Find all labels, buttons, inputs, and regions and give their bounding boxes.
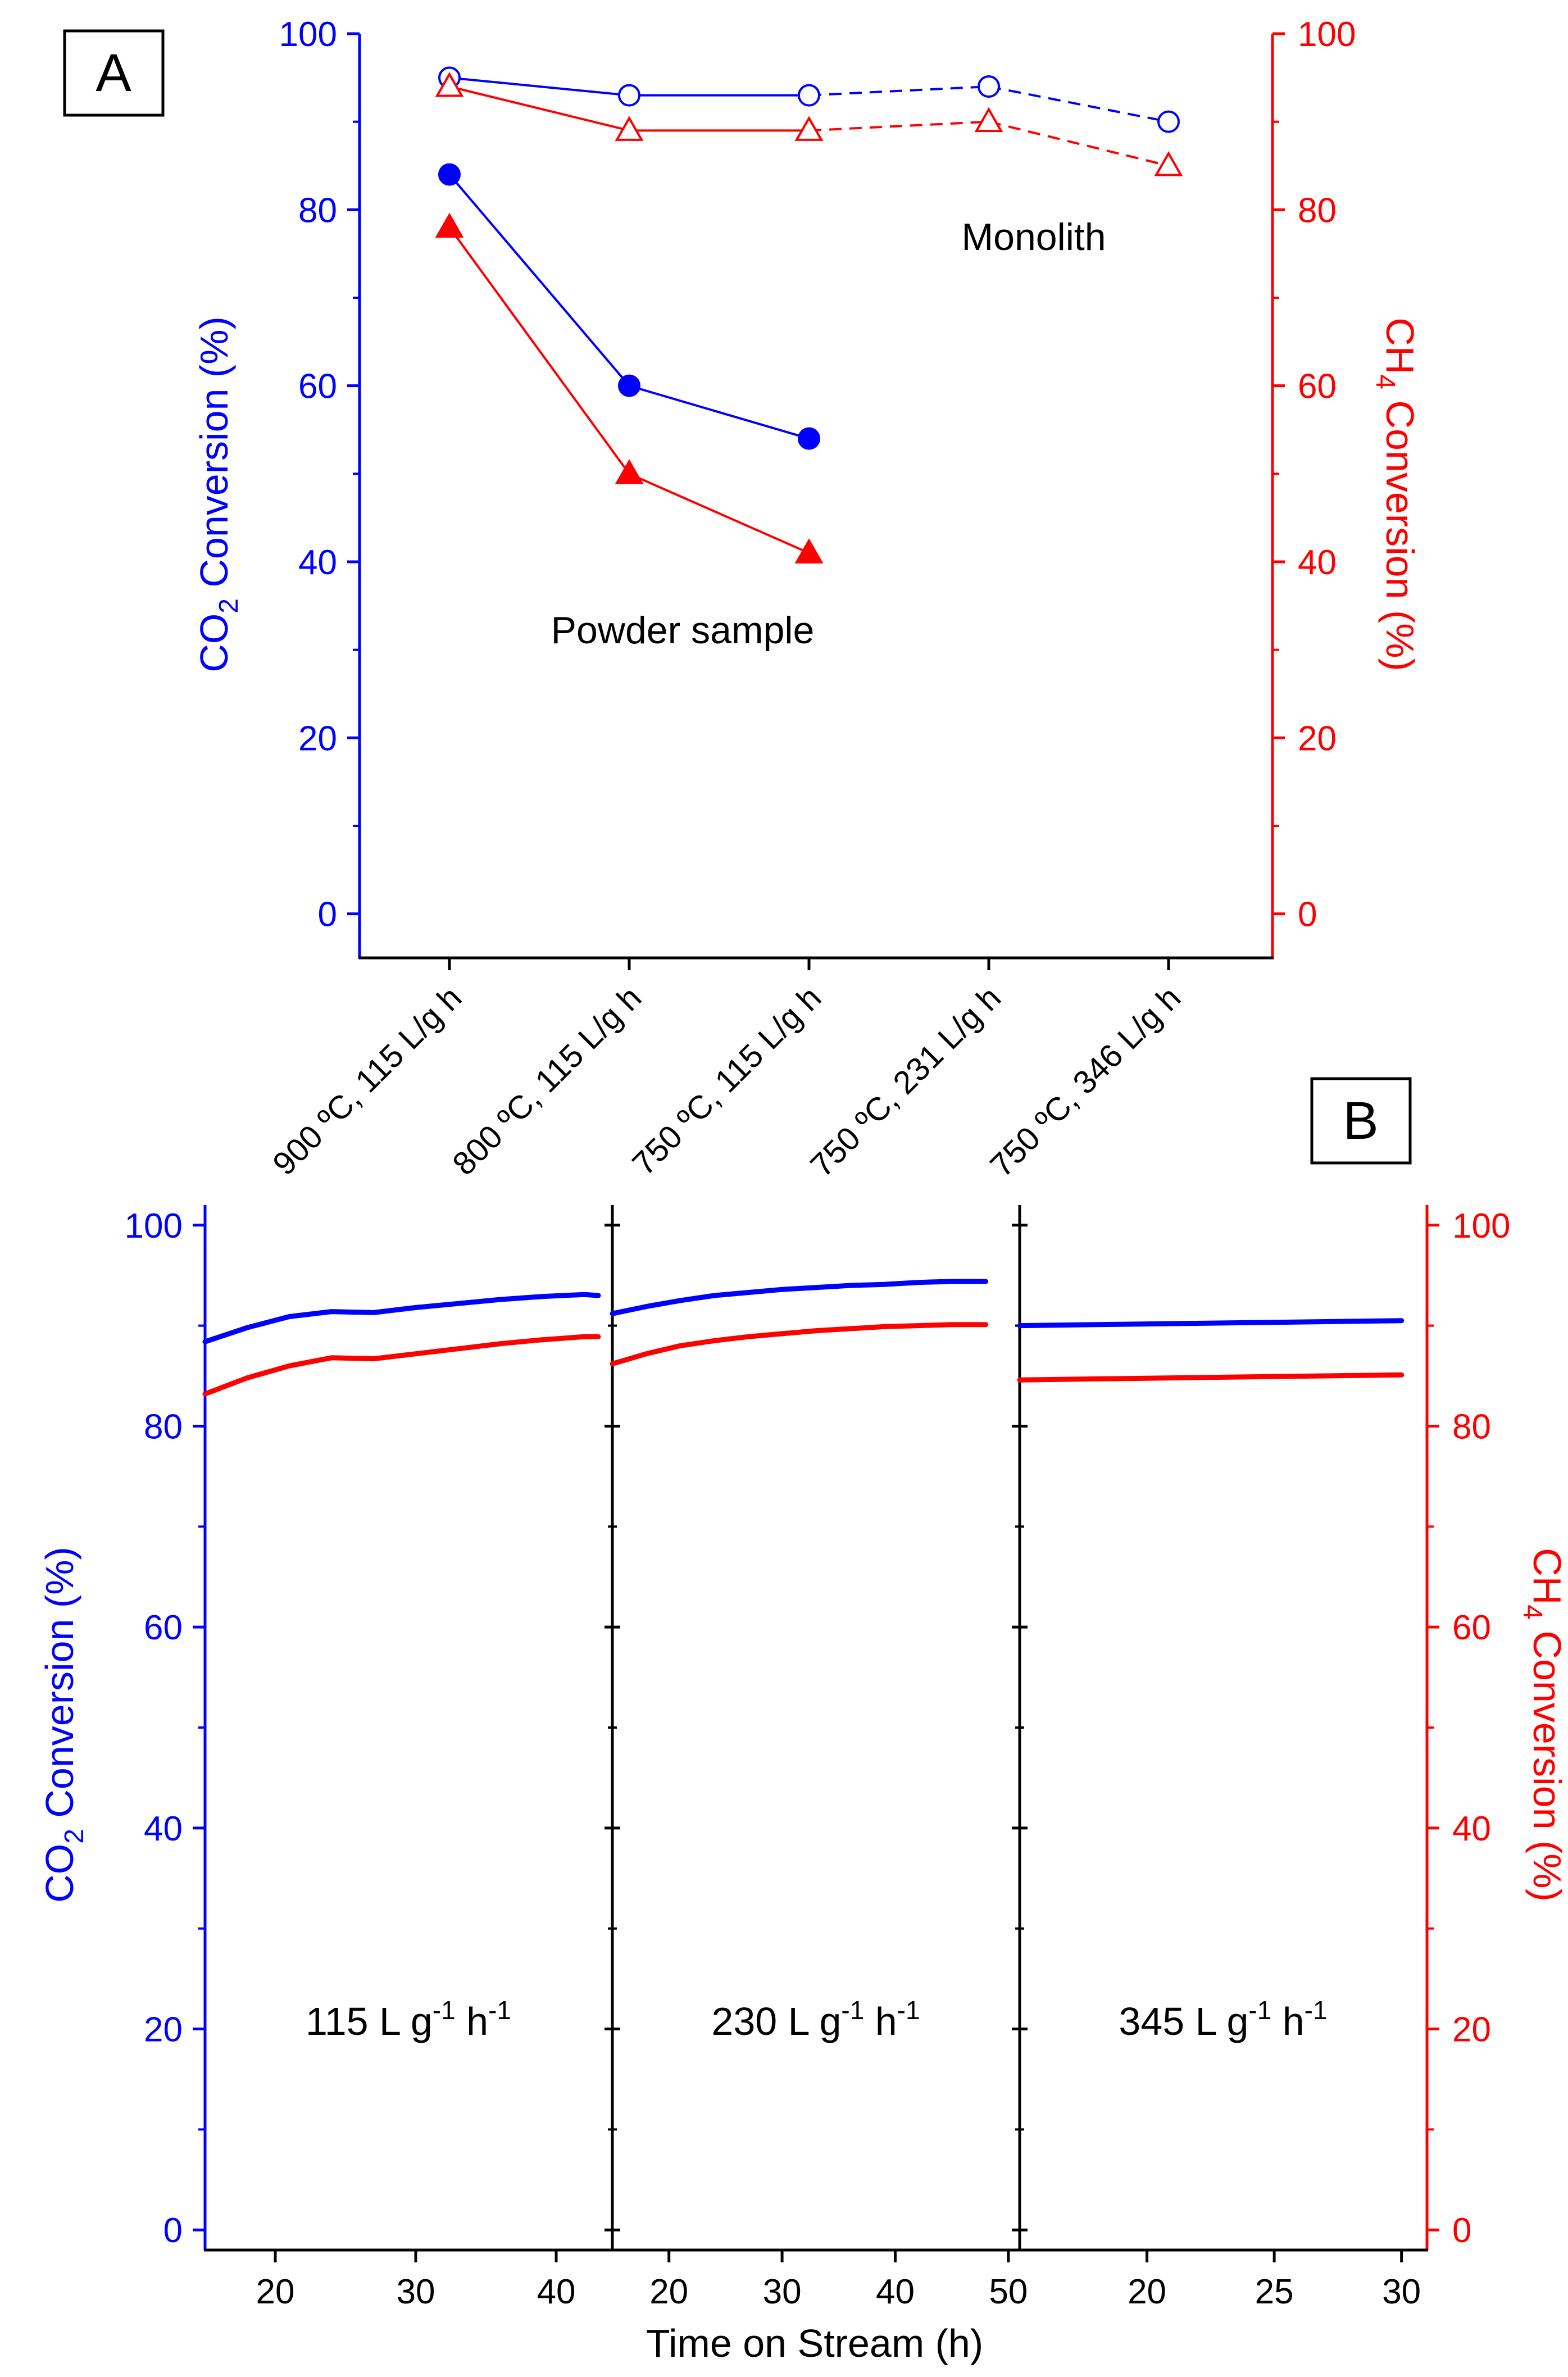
panel-a-right-tick-label: 20: [1298, 719, 1337, 758]
series-monolith-ch4-segment: [988, 120, 1169, 167]
series-monolith-co2-segment: [808, 85, 989, 97]
panel-b-x-tick-label: 50: [989, 2273, 1028, 2311]
panel-a-left-tick-label: 100: [279, 15, 337, 54]
series-powder-ch4-segment: [629, 472, 810, 555]
panel-b-label: B: [1310, 1077, 1412, 1165]
panel-b-left-tick-label: 60: [144, 1608, 183, 1647]
point-monolith-ch4: [615, 116, 644, 141]
panel-a-right-tick-label: 100: [1298, 15, 1356, 54]
panel-b-x-tick-label: 30: [397, 2273, 435, 2311]
panel-b-x-tick-label: 25: [1255, 2273, 1294, 2311]
panel-b-right-axis-title: CH4 Conversion (%): [1517, 1548, 1568, 1902]
panel-a-left-tick-label: 60: [298, 367, 337, 406]
panel-b-x-tick-label: 30: [763, 2273, 802, 2311]
point-monolith-ch4: [794, 116, 824, 141]
series-monolith-co2-segment: [449, 76, 630, 97]
panel-b-left-axis-title: CO2 Conversion (%): [38, 1547, 89, 1903]
point-monolith-co2: [1157, 110, 1180, 133]
panel-a-right-tick-label: 80: [1298, 191, 1337, 230]
panel-b-right-tick-label: 0: [1452, 2211, 1471, 2250]
panel-b-x-tick-label: 30: [1382, 2273, 1421, 2311]
panel-b-right-tick-label: 40: [1452, 1810, 1491, 1848]
panel-b-left-tick-label: 40: [144, 1810, 183, 1848]
panel-a-right-axis-title: CH4 Conversion (%): [1370, 317, 1422, 671]
subpanel-2-co2-line: [610, 1279, 989, 1316]
panel-a-left-tick-label: 40: [298, 543, 337, 582]
point-powder-co2: [618, 374, 640, 397]
subpanel-2-label: 230 L g-1 h-1: [711, 1996, 920, 2043]
point-powder-co2: [438, 163, 461, 186]
panel-b-x-tick-label: 40: [537, 2273, 576, 2311]
series-powder-ch4-segment: [448, 226, 630, 475]
subpanel-3-ch4-line: [1017, 1372, 1405, 1383]
svg-text:B: B: [1343, 1091, 1378, 1151]
panel-b-right-tick-label: 60: [1452, 1608, 1491, 1647]
subpanel-1-co2-line: [202, 1292, 601, 1344]
panel-b-axes: 0 20 40 60 80 100 0 20 40 60 80 100 20 30 40 20 30 40 50…: [125, 1205, 1510, 2311]
panel-a-label: A: [63, 29, 165, 117]
point-powder-ch4: [435, 212, 464, 238]
subpanel-3-label: 345 L g-1 h-1: [1119, 1996, 1327, 2043]
series-powder-co2-segment: [629, 384, 810, 440]
panel-a-right-tick-label: 0: [1298, 896, 1317, 934]
series-monolith-ch4-segment: [449, 85, 630, 132]
subpanel-2-ch4-line: [610, 1322, 989, 1367]
panel-a-left-tick-label: 80: [298, 191, 337, 230]
point-monolith-co2: [618, 84, 640, 107]
panel-b-left-tick-label: 100: [125, 1207, 183, 1246]
point-monolith-ch4: [435, 71, 464, 97]
panel-a-left-tick-label: 0: [318, 896, 337, 934]
panel-b-left-tick-label: 20: [144, 2011, 183, 2049]
point-monolith-co2: [798, 84, 820, 107]
panel-b-right-tick-label: 100: [1452, 1207, 1510, 1246]
panel-b-x-tick-label: 20: [256, 2273, 295, 2311]
svg-text:A: A: [96, 43, 131, 103]
point-monolith-ch4: [974, 107, 1003, 133]
panel-b-left-tick-label: 0: [163, 2211, 183, 2250]
panel-a-right-tick-label: 40: [1298, 543, 1337, 582]
point-monolith-ch4: [1154, 151, 1183, 176]
point-powder-ch4: [794, 538, 824, 563]
series-monolith-co2-segment: [988, 85, 1169, 123]
panel-b-x-tick-label: 20: [649, 2273, 688, 2311]
panel-b-x-axis-title: Time on Stream (h): [646, 2321, 983, 2365]
panel-b-x-tick-label: 20: [1128, 2273, 1166, 2311]
panel-b-right-tick-label: 20: [1452, 2011, 1491, 2049]
point-monolith-co2: [978, 75, 1000, 98]
annotation-powder-sample: Powder sample: [551, 609, 815, 652]
panel-a-left-axis-title: CO2 Conversion (%): [192, 316, 244, 672]
subpanel-1-ch4-line: [202, 1334, 601, 1397]
series-monolith-ch4-segment: [808, 120, 989, 132]
panel-b-right-tick-label: 80: [1452, 1407, 1491, 1446]
subpanel-3-co2-line: [1017, 1318, 1405, 1329]
point-powder-co2: [798, 427, 820, 450]
panel-a-left-tick-label: 20: [298, 719, 337, 758]
subpanel-1-label: 115 L g-1 h-1: [306, 1996, 511, 2043]
annotation-monolith: Monolith: [961, 216, 1106, 258]
point-powder-ch4: [615, 459, 644, 484]
panel-a-right-tick-label: 60: [1298, 367, 1337, 406]
panel-b-left-tick-label: 80: [144, 1407, 183, 1446]
series-powder-co2-segment: [448, 174, 630, 387]
panel-b-x-tick-label: 40: [876, 2273, 915, 2311]
